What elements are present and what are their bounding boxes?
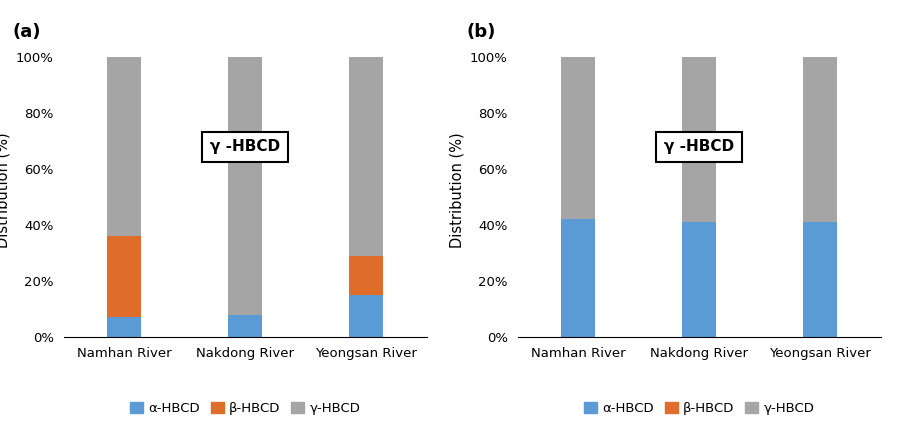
- Bar: [682, 57, 716, 222]
- Bar: [107, 236, 141, 318]
- Bar: [350, 256, 383, 295]
- Text: (b): (b): [467, 22, 496, 41]
- Bar: [350, 57, 383, 256]
- Bar: [350, 295, 383, 337]
- Legend: α-HBCD, β-HBCD, γ-HBCD: α-HBCD, β-HBCD, γ-HBCD: [124, 397, 366, 420]
- Bar: [561, 219, 595, 337]
- Bar: [682, 222, 716, 337]
- Bar: [804, 57, 837, 222]
- Y-axis label: Distribution (%): Distribution (%): [449, 132, 464, 248]
- Bar: [228, 314, 262, 337]
- Bar: [561, 57, 595, 219]
- Bar: [107, 57, 141, 236]
- Legend: α-HBCD, β-HBCD, γ-HBCD: α-HBCD, β-HBCD, γ-HBCD: [578, 397, 820, 420]
- Bar: [804, 222, 837, 337]
- Text: γ -HBCD: γ -HBCD: [664, 139, 735, 154]
- Text: (a): (a): [13, 22, 41, 41]
- Text: γ -HBCD: γ -HBCD: [210, 139, 281, 154]
- Bar: [107, 318, 141, 337]
- Y-axis label: Distribution (%): Distribution (%): [0, 132, 10, 248]
- Bar: [228, 57, 262, 314]
